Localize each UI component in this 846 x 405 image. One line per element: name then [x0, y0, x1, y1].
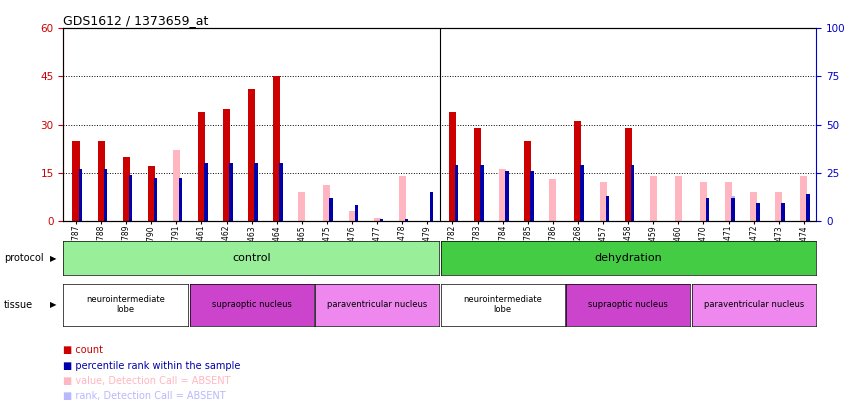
Text: paraventricular nucleus: paraventricular nucleus [327, 300, 427, 309]
Text: ▶: ▶ [50, 254, 57, 263]
Bar [800, 176, 807, 221]
Bar [606, 196, 609, 221]
Bar [198, 112, 205, 221]
Bar [154, 178, 157, 221]
Bar [549, 179, 557, 221]
Bar [354, 205, 358, 221]
Text: ■ count: ■ count [63, 345, 103, 355]
Bar [173, 150, 180, 221]
Bar [323, 185, 331, 221]
Bar [354, 205, 358, 221]
Bar [756, 203, 760, 221]
Text: ▶: ▶ [50, 300, 57, 309]
Bar [806, 194, 810, 221]
Bar [499, 169, 506, 221]
Bar [79, 169, 82, 221]
Bar [223, 109, 230, 221]
Bar [731, 198, 734, 221]
Text: GDS1612 / 1373659_at: GDS1612 / 1373659_at [63, 14, 209, 27]
Text: dehydration: dehydration [595, 253, 662, 263]
Bar [781, 203, 785, 221]
Bar [530, 171, 534, 221]
Bar [254, 163, 258, 221]
Text: neurointermediate
lobe: neurointermediate lobe [464, 295, 542, 314]
Bar [179, 178, 183, 221]
Bar [455, 165, 459, 221]
Text: ■ value, Detection Call = ABSENT: ■ value, Detection Call = ABSENT [63, 376, 231, 386]
Bar [775, 192, 783, 221]
Bar [299, 192, 305, 221]
Bar [505, 171, 508, 221]
Bar [398, 176, 406, 221]
Bar [97, 141, 105, 221]
Text: protocol: protocol [4, 253, 44, 263]
Text: ■ percentile rank within the sample: ■ percentile rank within the sample [63, 361, 241, 371]
Bar [129, 175, 132, 221]
Bar [781, 203, 785, 221]
Text: control: control [232, 253, 271, 263]
Bar [430, 192, 433, 221]
Text: tissue: tissue [4, 300, 33, 310]
Bar [430, 192, 433, 221]
Bar [580, 165, 584, 221]
Bar [574, 122, 581, 221]
Text: supraoptic nucleus: supraoptic nucleus [588, 300, 668, 309]
Bar [750, 192, 757, 221]
Bar [380, 219, 383, 221]
Bar [404, 219, 409, 221]
Bar [474, 128, 481, 221]
Text: paraventricular nucleus: paraventricular nucleus [704, 300, 805, 309]
Bar [700, 182, 707, 221]
Bar [248, 89, 255, 221]
Bar [123, 157, 129, 221]
Bar [273, 77, 280, 221]
Bar [279, 163, 283, 221]
Text: ■ rank, Detection Call = ABSENT: ■ rank, Detection Call = ABSENT [63, 392, 226, 401]
Bar [148, 166, 155, 221]
Bar [329, 198, 333, 221]
Bar [380, 219, 383, 221]
Bar [624, 128, 632, 221]
Bar [600, 182, 607, 221]
Bar [606, 196, 609, 221]
Bar [73, 141, 80, 221]
Bar [374, 217, 381, 221]
Bar [756, 203, 760, 221]
Bar [525, 141, 531, 221]
Bar [204, 163, 207, 221]
Bar [725, 182, 732, 221]
Bar [449, 112, 456, 221]
Bar [731, 196, 734, 221]
Bar [349, 211, 355, 221]
Bar [329, 198, 333, 221]
Bar [103, 169, 107, 221]
Text: neurointermediate
lobe: neurointermediate lobe [86, 295, 165, 314]
Bar [650, 176, 656, 221]
Bar [229, 163, 233, 221]
Text: supraoptic nucleus: supraoptic nucleus [212, 300, 292, 309]
Bar [675, 176, 682, 221]
Bar [706, 198, 710, 221]
Bar [630, 165, 634, 221]
Bar [179, 178, 183, 221]
Bar [480, 165, 484, 221]
